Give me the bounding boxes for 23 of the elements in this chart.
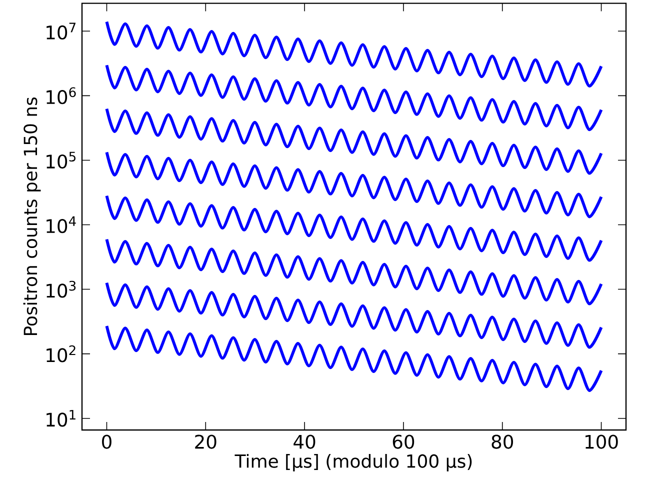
y-axis-title: Positron counts per 150 ns (23, 97, 41, 335)
x-tick-label: 100 (586, 434, 618, 449)
line-series (105, 194, 603, 262)
line-series (105, 107, 603, 175)
x-tick-label: 0 (102, 434, 112, 449)
y-tick-label: 10$^{1}$ (46, 410, 76, 427)
line-series (105, 20, 603, 88)
y-tick-label: 10$^{4}$ (46, 216, 76, 234)
y-tick-label: 10$^{3}$ (46, 280, 76, 298)
x-tick-label: 20 (195, 434, 216, 449)
y-tick-label: 10$^{6}$ (46, 87, 76, 104)
x-axis-title: Time [μs] (modulo 100 μs) (234, 454, 472, 472)
y-tick-label: 10$^{5}$ (46, 152, 76, 169)
line-series (105, 324, 603, 392)
line-series (105, 238, 603, 306)
y-tick-label: 10$^{2}$ (46, 345, 76, 362)
line-series (105, 281, 603, 349)
line-series (105, 64, 603, 132)
x-tick-label: 40 (294, 434, 316, 449)
x-tick-label: 80 (492, 434, 514, 449)
x-tick-label: 60 (392, 434, 414, 449)
y-tick-label: 10$^{7}$ (46, 22, 76, 40)
line-series (105, 150, 603, 218)
